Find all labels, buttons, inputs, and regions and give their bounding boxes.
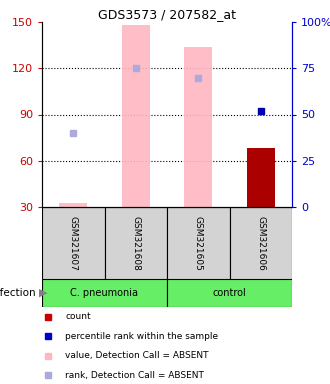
Text: percentile rank within the sample: percentile rank within the sample bbox=[65, 332, 218, 341]
Bar bbox=[184, 47, 212, 207]
Text: GSM321607: GSM321607 bbox=[69, 215, 78, 270]
Text: count: count bbox=[65, 312, 91, 321]
Bar bbox=[105, 207, 167, 279]
Bar bbox=[247, 149, 275, 207]
Text: GSM321608: GSM321608 bbox=[131, 215, 140, 270]
Bar bbox=[42, 279, 167, 307]
Text: GSM321605: GSM321605 bbox=[194, 215, 203, 270]
Bar bbox=[229, 207, 292, 279]
Bar bbox=[59, 203, 87, 207]
Text: infection: infection bbox=[0, 288, 35, 298]
Bar bbox=[122, 25, 150, 207]
Bar bbox=[167, 279, 292, 307]
Text: GSM321606: GSM321606 bbox=[256, 215, 265, 270]
Text: rank, Detection Call = ABSENT: rank, Detection Call = ABSENT bbox=[65, 371, 204, 380]
Title: GDS3573 / 207582_at: GDS3573 / 207582_at bbox=[98, 8, 236, 21]
Bar bbox=[167, 207, 229, 279]
Text: C. pneumonia: C. pneumonia bbox=[71, 288, 139, 298]
Text: control: control bbox=[213, 288, 247, 298]
Text: value, Detection Call = ABSENT: value, Detection Call = ABSENT bbox=[65, 351, 209, 360]
Bar bbox=[42, 207, 105, 279]
Text: ▶: ▶ bbox=[39, 288, 47, 298]
